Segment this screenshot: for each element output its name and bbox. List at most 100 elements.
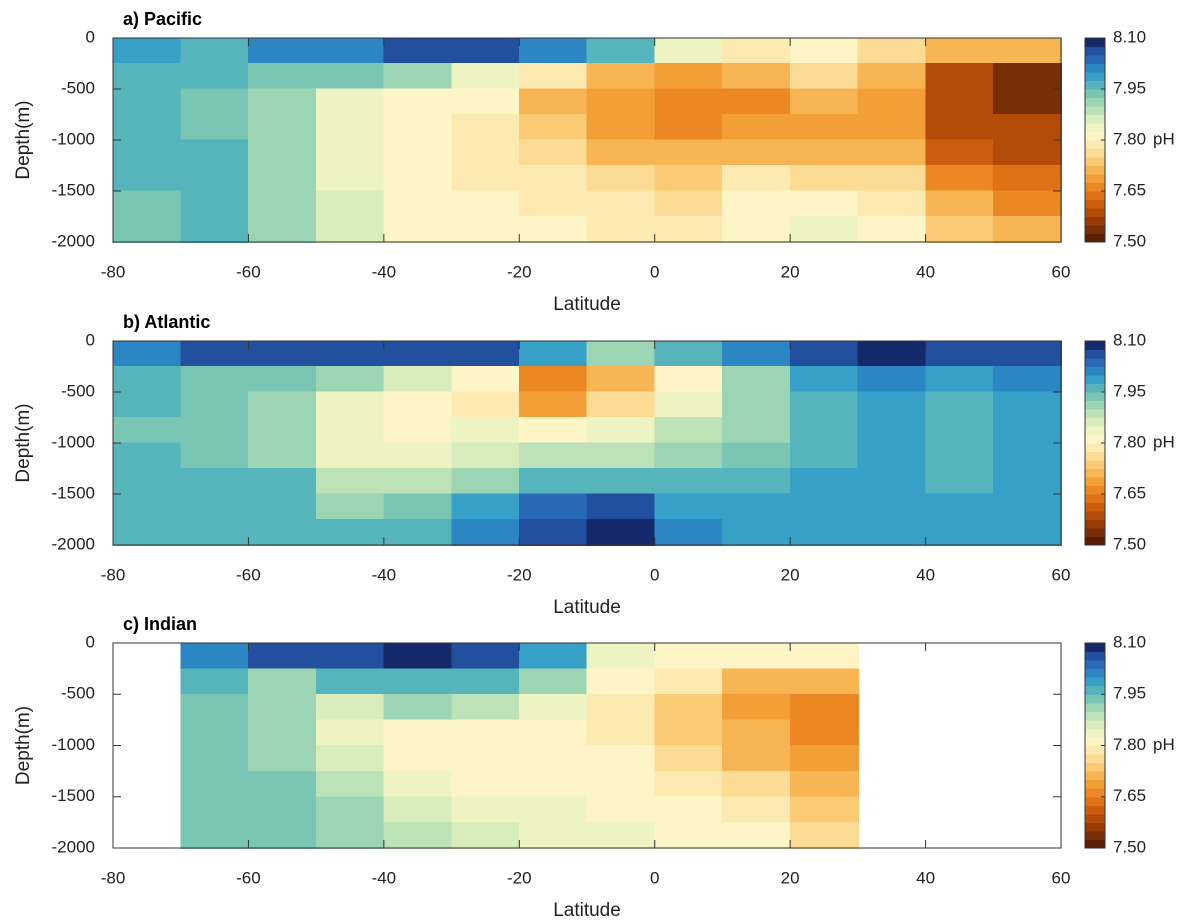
cell <box>857 37 927 65</box>
cell <box>248 745 318 773</box>
cell <box>248 340 318 368</box>
x-tick-label: 20 <box>781 868 800 887</box>
cell <box>315 37 385 65</box>
cell <box>586 770 656 798</box>
cell <box>857 493 927 521</box>
cell <box>248 139 318 167</box>
cell <box>722 642 792 670</box>
cell <box>248 417 318 444</box>
cell <box>857 391 927 419</box>
cell <box>112 417 182 444</box>
cell <box>383 216 453 243</box>
colorbar-tick-label: 7.50 <box>1113 534 1146 553</box>
cell <box>722 493 792 521</box>
x-tick-label: -80 <box>101 868 126 887</box>
cell <box>654 37 724 65</box>
x-tick-label: 60 <box>1052 262 1071 281</box>
cell <box>857 340 927 368</box>
colorbar-segment <box>1085 358 1105 367</box>
cell <box>789 468 859 495</box>
cell <box>722 719 792 747</box>
colorbar-segment <box>1085 771 1105 781</box>
x-tick-label: -20 <box>507 868 532 887</box>
cell <box>518 216 588 243</box>
colorbar-segment <box>1085 72 1105 81</box>
cell <box>518 63 588 90</box>
cell <box>180 88 250 116</box>
colorbar-segment <box>1085 830 1105 840</box>
cell <box>654 796 724 824</box>
contour-field <box>180 642 859 849</box>
cell <box>315 693 385 721</box>
cell <box>722 391 792 419</box>
y-tick-label: -500 <box>61 684 95 703</box>
y-tick-label: -1500 <box>52 786 95 805</box>
cell <box>315 165 385 192</box>
colorbar-segment <box>1085 519 1105 529</box>
colorbar-segment <box>1085 225 1105 234</box>
cell <box>722 417 792 444</box>
y-tick-label: -1000 <box>52 129 95 148</box>
cell <box>654 693 724 721</box>
cell <box>451 391 521 419</box>
cell <box>112 190 182 218</box>
cell <box>722 88 792 116</box>
y-axis-label: Depth(m) <box>13 403 34 482</box>
cell <box>925 391 995 419</box>
cell <box>992 114 1062 141</box>
cell <box>383 770 453 798</box>
colorbar-segment <box>1085 80 1105 90</box>
cell <box>315 668 385 696</box>
cell <box>180 190 250 218</box>
colorbar-segment <box>1085 668 1105 678</box>
cell <box>518 519 588 546</box>
colorbar-segment <box>1085 822 1105 832</box>
cell <box>248 114 318 141</box>
cell <box>112 442 182 470</box>
cell <box>451 366 521 393</box>
cell <box>180 642 250 670</box>
cell <box>248 37 318 65</box>
colorbar-segment <box>1085 38 1105 47</box>
colorbar-segment <box>1085 366 1105 376</box>
cell <box>789 165 859 192</box>
cell <box>248 770 318 798</box>
cell <box>518 88 588 116</box>
cell <box>248 366 318 393</box>
cell <box>857 442 927 470</box>
cell <box>518 37 588 65</box>
x-tick-label: -20 <box>507 565 532 584</box>
cell <box>925 366 995 393</box>
cell <box>383 822 453 849</box>
cell <box>518 745 588 773</box>
cell <box>925 88 995 116</box>
colorbar-tick-label: 7.65 <box>1113 483 1146 502</box>
cell <box>586 216 656 243</box>
x-tick-label: 0 <box>650 262 659 281</box>
cell <box>722 366 792 393</box>
cell <box>248 216 318 243</box>
cell <box>112 340 182 368</box>
colorbar-segment <box>1085 182 1105 192</box>
colorbar-segment <box>1085 426 1105 435</box>
colorbar-segment <box>1085 89 1105 98</box>
y-tick-label: -2000 <box>52 837 95 856</box>
colorbar-segment <box>1085 711 1105 721</box>
colorbar-segment <box>1085 502 1105 512</box>
cell <box>654 63 724 90</box>
x-tick-label: -80 <box>101 262 126 281</box>
x-tick-label: 40 <box>916 262 935 281</box>
colorbar-tick-label: 8.10 <box>1113 27 1146 46</box>
cell <box>722 770 792 798</box>
colorbar-segment <box>1085 511 1105 520</box>
cell <box>383 63 453 90</box>
y-tick-label: -1500 <box>52 483 95 502</box>
colorbar-segment <box>1085 813 1105 823</box>
cell <box>315 366 385 393</box>
cell <box>586 668 656 696</box>
cell <box>654 493 724 521</box>
cell <box>451 139 521 167</box>
cell <box>383 391 453 419</box>
cell <box>992 519 1062 546</box>
cell <box>518 417 588 444</box>
